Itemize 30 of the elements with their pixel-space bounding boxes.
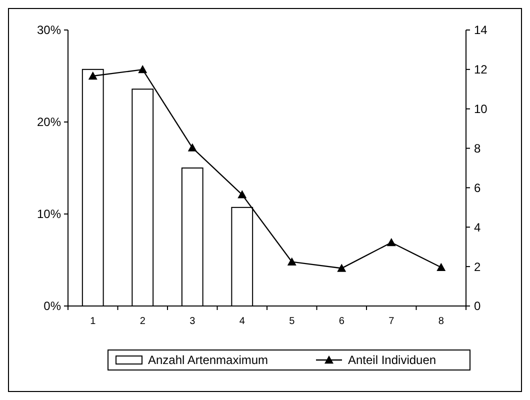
x-tick-label: 6 bbox=[338, 316, 345, 327]
y2-tick-label: 14 bbox=[474, 23, 488, 38]
x-tick-label: 5 bbox=[289, 316, 296, 327]
legend-label: Anteil Individuen bbox=[348, 353, 436, 368]
y2-tick-label: 10 bbox=[474, 102, 488, 116]
y2-tick-label: 6 bbox=[474, 180, 481, 195]
point bbox=[287, 257, 296, 266]
x-tick-label: 3 bbox=[190, 316, 196, 327]
y2-tick-label: 12 bbox=[474, 62, 488, 77]
y2-tick-label: 8 bbox=[474, 141, 481, 156]
x-tick-label: 7 bbox=[388, 316, 395, 327]
y2-tick-label: 4 bbox=[474, 220, 481, 234]
x-tick-label: 8 bbox=[438, 316, 444, 327]
x-tick-label: 4 bbox=[239, 316, 246, 327]
y-tick-label: 10% bbox=[36, 207, 62, 222]
point bbox=[337, 264, 346, 272]
y-tick-label: 30% bbox=[36, 23, 62, 38]
y2-tick-label: 2 bbox=[474, 260, 481, 274]
point bbox=[88, 72, 98, 80]
point bbox=[386, 238, 396, 246]
x-tick-label: 1 bbox=[90, 316, 96, 327]
point bbox=[188, 143, 197, 152]
y-tick-label: 20% bbox=[36, 115, 62, 130]
legend-label: Anzahl Artenmaximum bbox=[148, 353, 268, 368]
point bbox=[436, 262, 446, 271]
y-tick-label: 0% bbox=[44, 299, 62, 314]
y2-tick-label: 0 bbox=[474, 299, 481, 314]
point bbox=[238, 190, 247, 198]
x-tick-label: 2 bbox=[140, 316, 146, 327]
point bbox=[138, 65, 148, 74]
